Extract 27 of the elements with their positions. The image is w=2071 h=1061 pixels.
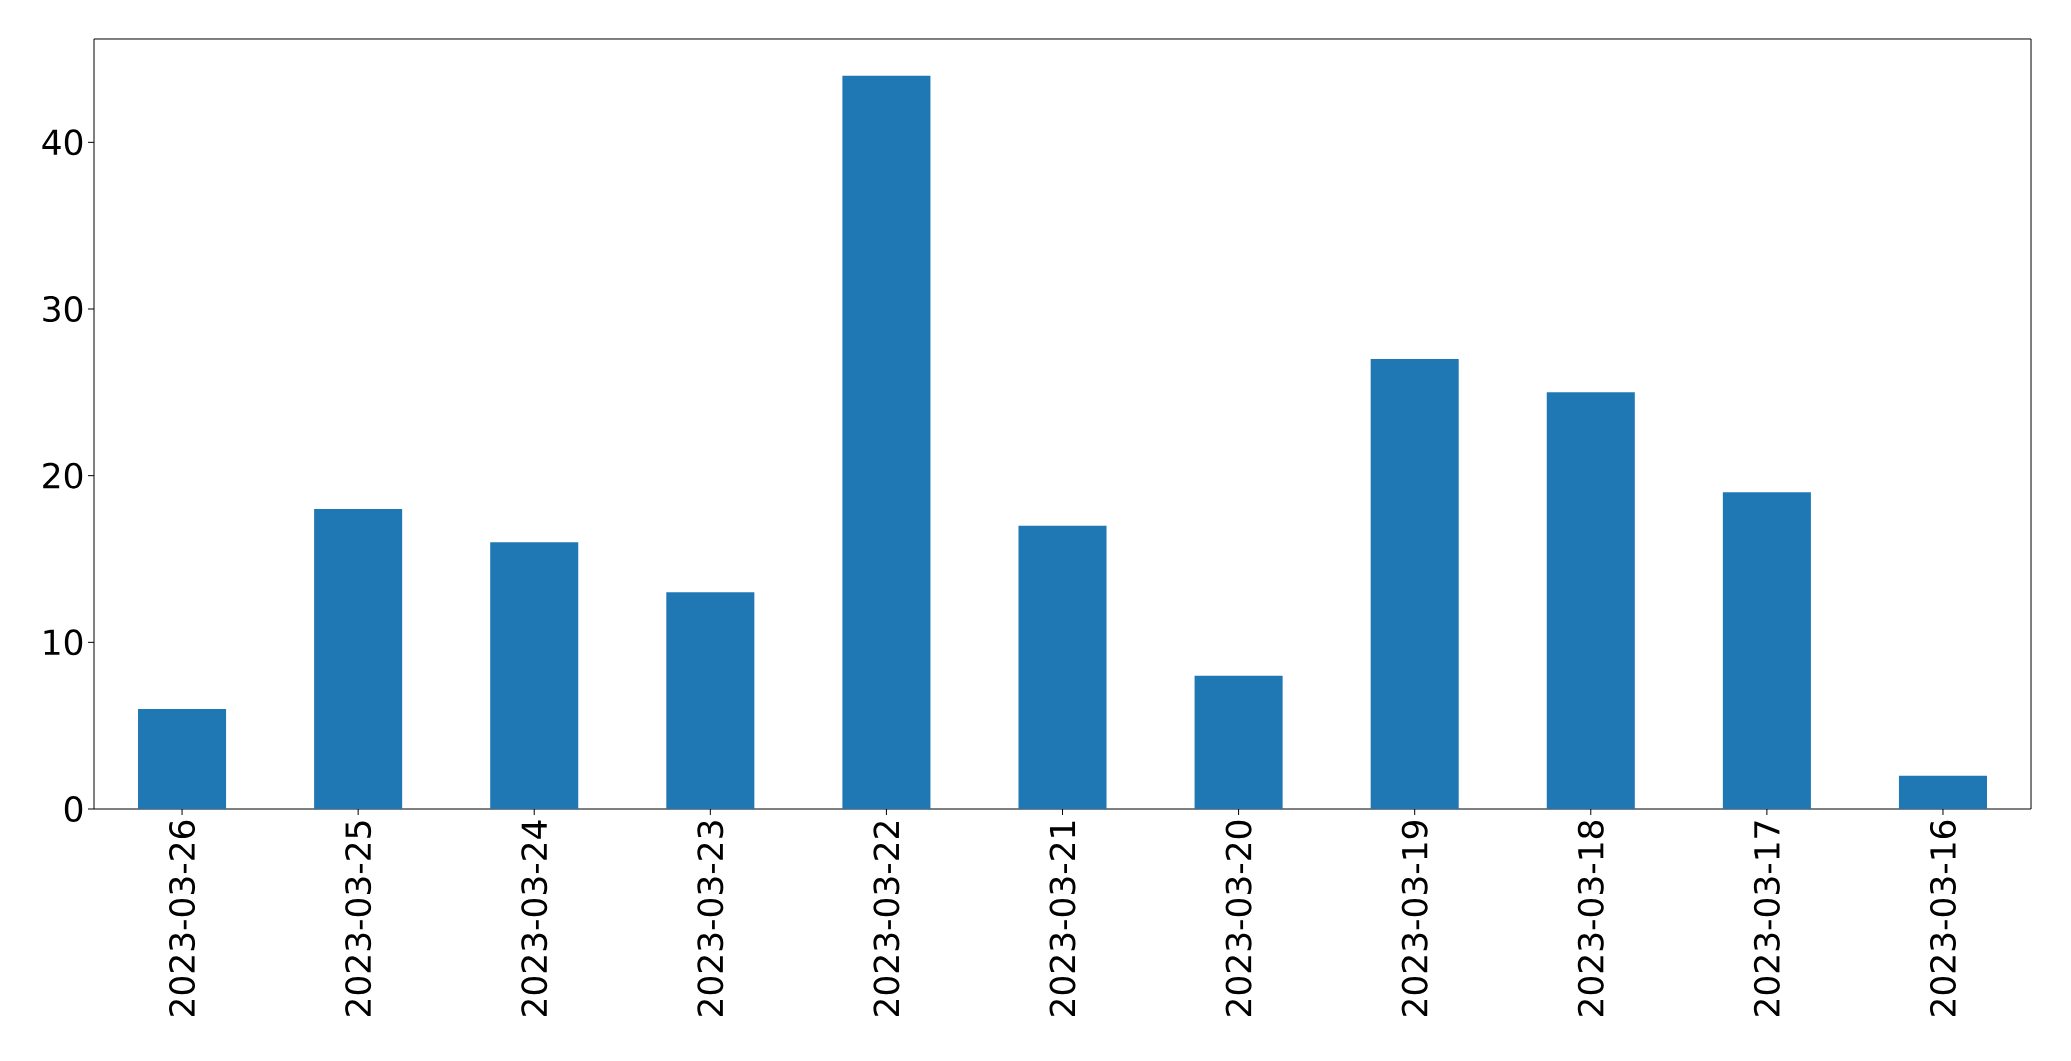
bar	[314, 509, 403, 809]
y-tick-label: 0	[64, 795, 83, 823]
y-tick-label: 20	[43, 462, 83, 489]
x-tick-label: 2023-03-18	[1577, 820, 1604, 1016]
x-tick-label: 2023-03-22	[873, 822, 900, 1016]
x-tick-label: 2023-03-16	[1929, 820, 1956, 1016]
bar	[842, 75, 931, 809]
x-tick-label: 2023-03-19	[1401, 820, 1428, 1016]
y-tick-label: 30	[43, 295, 83, 322]
bar	[1546, 392, 1635, 809]
x-tick-label: 2023-03-25	[345, 821, 372, 1016]
x-tick-label: 2023-03-17	[1753, 821, 1780, 1016]
bar	[1898, 775, 1987, 809]
bar	[1722, 492, 1811, 809]
bar	[1194, 675, 1283, 809]
x-tick-label: 2023-03-20	[1225, 820, 1252, 1016]
y-tick-label: 10	[44, 629, 83, 656]
bar	[1018, 525, 1107, 809]
bar	[666, 592, 755, 809]
x-tick-label: 2023-03-23	[697, 821, 724, 1016]
bar	[1370, 359, 1459, 809]
y-tick-label: 40	[42, 129, 83, 156]
x-tick-label: 2023-03-26	[169, 820, 196, 1016]
bar	[490, 542, 579, 809]
x-tick-label: 2023-03-24	[521, 820, 548, 1016]
x-tick-label: 2023-03-21	[1049, 821, 1076, 1016]
bar	[138, 709, 227, 809]
